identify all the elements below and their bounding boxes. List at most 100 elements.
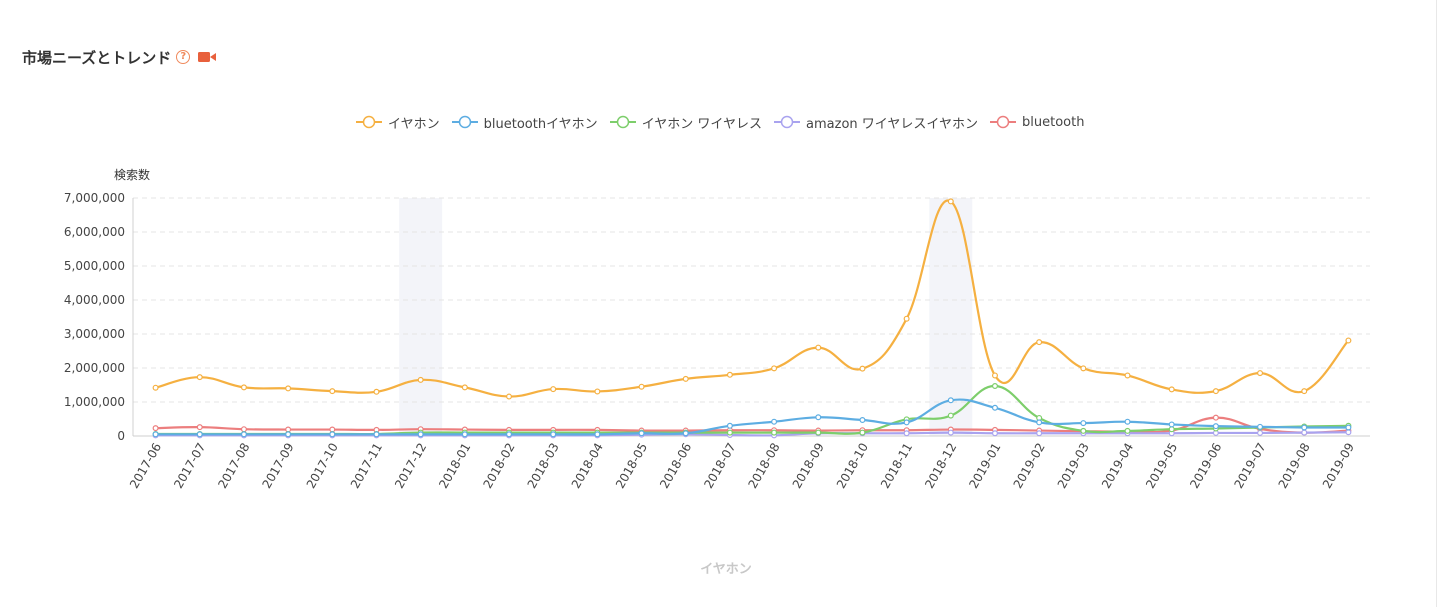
data-point (417, 431, 424, 438)
data-point (1168, 426, 1175, 433)
legend-item[interactable]: bluetooth (990, 115, 1084, 130)
x-tick-label: 2018-04 (569, 441, 606, 491)
chart-legend: イヤホン bluetoothイヤホン イヤホン ワイヤレス amazon ワイヤレスイ… (356, 113, 1096, 132)
data-point (506, 431, 513, 438)
data-point (1345, 337, 1352, 344)
data-point (461, 384, 468, 391)
data-point (152, 431, 159, 438)
data-point (638, 430, 645, 437)
x-tick-label: 2017-09 (260, 441, 297, 491)
data-point (196, 431, 203, 438)
series-1 (152, 397, 1352, 438)
data-point (1212, 388, 1219, 395)
data-point (1168, 421, 1175, 428)
x-tick-label: 2018-01 (436, 441, 473, 491)
legend-label: bluetoothイヤホン (483, 116, 598, 132)
y-tick-label: 2,000,000 (64, 361, 125, 375)
data-point (859, 429, 866, 436)
data-point (1080, 420, 1087, 427)
legend-item[interactable]: イヤホン (356, 113, 440, 132)
legend-item[interactable]: イヤホン ワイヤレス (609, 113, 762, 132)
data-point (550, 386, 557, 393)
data-point (1345, 424, 1352, 431)
x-tick-label: 2019-06 (1187, 441, 1224, 491)
data-point (682, 375, 689, 382)
series-line (155, 199, 1350, 398)
legend-marker-icon (774, 115, 801, 129)
data-point (947, 412, 954, 419)
data-point (947, 429, 954, 436)
video-camera-icon[interactable] (198, 51, 217, 63)
data-point (329, 388, 336, 395)
x-tick-label: 2019-02 (1011, 441, 1048, 491)
data-point (417, 376, 424, 383)
x-tick-label: 2019-08 (1276, 441, 1313, 491)
data-point (682, 430, 689, 437)
data-point (1301, 388, 1308, 395)
x-tick-label: 2018-06 (657, 441, 694, 491)
data-point (240, 384, 247, 391)
y-tick-label: 5,000,000 (64, 259, 125, 273)
data-point (1212, 414, 1219, 421)
x-tick-label: 2018-12 (922, 441, 959, 491)
data-point (859, 417, 866, 424)
data-point (638, 383, 645, 390)
legend-marker-icon (356, 115, 382, 129)
section-header: 市場ニーズとトレンド ? (22, 46, 217, 68)
data-point (726, 422, 733, 429)
data-point (285, 431, 292, 438)
x-tick-label: 2018-07 (701, 441, 738, 491)
y-tick-label: 3,000,000 (64, 327, 125, 341)
data-point (240, 431, 247, 438)
data-point (815, 414, 822, 421)
data-point (1345, 429, 1352, 436)
data-point (815, 344, 822, 351)
highlight-band-2017-12 (399, 198, 443, 436)
x-tick-label: 2018-03 (525, 441, 562, 491)
data-point (152, 425, 159, 432)
x-tick-label: 2019-05 (1143, 441, 1180, 491)
x-tick-label: 2018-10 (834, 441, 871, 491)
data-point (991, 404, 998, 411)
x-tick-label: 2017-07 (171, 441, 208, 491)
data-point (594, 388, 601, 395)
data-point (991, 372, 998, 379)
data-point (947, 397, 954, 404)
y-tick-label: 0 (117, 429, 125, 443)
section-title: 市場ニーズとトレンド (22, 48, 172, 67)
x-tick-label: 2017-11 (348, 441, 385, 491)
x-tick-label: 2019-07 (1231, 441, 1268, 491)
legend-item[interactable]: bluetoothイヤホン (451, 113, 598, 132)
series-line (155, 416, 1349, 434)
y-axis-title: 検索数 (114, 168, 151, 182)
data-point (903, 430, 910, 437)
legend-item[interactable]: amazon ワイヤレスイヤホン (774, 113, 978, 132)
y-tick-label: 6,000,000 (64, 225, 125, 239)
x-tick-label: 2018-11 (878, 441, 915, 491)
data-point (285, 385, 292, 392)
data-point (1124, 418, 1131, 425)
data-point (373, 431, 380, 438)
data-point (1301, 429, 1308, 436)
data-point (1301, 424, 1308, 431)
data-point (947, 198, 954, 205)
legend-label: bluetooth (1022, 114, 1085, 130)
data-point (1257, 423, 1264, 430)
x-tick-label: 2019-03 (1055, 441, 1092, 491)
data-point (726, 371, 733, 378)
y-tick-label: 7,000,000 (64, 191, 125, 205)
data-point (1168, 386, 1175, 393)
data-point (903, 315, 910, 322)
data-point (1036, 430, 1043, 437)
x-tick-label: 2017-06 (127, 441, 164, 491)
x-tick-label: 2018-02 (480, 441, 517, 491)
x-tick-label: 2019-09 (1320, 441, 1357, 491)
legend-label: amazon ワイヤレスイヤホン (806, 116, 979, 132)
chart-caption: イヤホン (700, 562, 752, 577)
x-tick-label: 2019-04 (1099, 441, 1136, 491)
data-point (1124, 372, 1131, 379)
question-circle-icon[interactable]: ? (176, 50, 191, 64)
legend-marker-icon (990, 115, 1017, 129)
data-point (1080, 427, 1087, 434)
